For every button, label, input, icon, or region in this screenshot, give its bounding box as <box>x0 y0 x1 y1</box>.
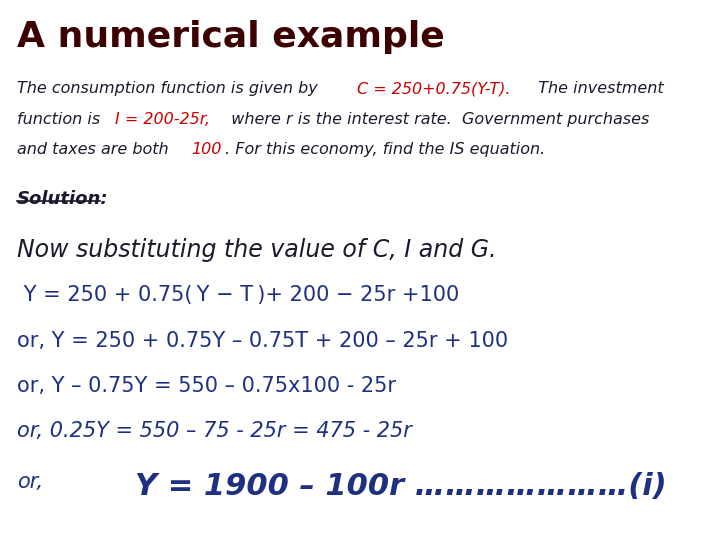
Text: Now substituting the value of C, I and G.: Now substituting the value of C, I and G… <box>17 238 496 261</box>
Text: or, Y = 250 + 0.75Y – 0.75T + 200 – 25r + 100: or, Y = 250 + 0.75Y – 0.75T + 200 – 25r … <box>17 330 508 350</box>
Text: . For this economy, find the IS equation.: . For this economy, find the IS equation… <box>225 142 545 157</box>
Text: Y = 1900 – 100r …………………(i): Y = 1900 – 100r …………………(i) <box>135 471 666 501</box>
Text: The consumption function is given by: The consumption function is given by <box>17 81 323 96</box>
Text: Solution:: Solution: <box>17 190 108 208</box>
Text: where r is the interest rate.  Government purchases: where r is the interest rate. Government… <box>220 112 649 126</box>
Text: The investment: The investment <box>528 81 663 96</box>
Text: A numerical example: A numerical example <box>17 20 444 54</box>
Text: or,: or, <box>17 471 42 491</box>
Text: I = 200-25r,: I = 200-25r, <box>115 112 210 126</box>
Text: C = 250+0.75(Y-T).: C = 250+0.75(Y-T). <box>357 81 510 96</box>
Text: or, Y – 0.75Y = 550 – 0.75x100 - 25r: or, Y – 0.75Y = 550 – 0.75x100 - 25r <box>17 376 395 396</box>
Text: function is: function is <box>17 112 105 126</box>
Text: or, 0.25Y = 550 – 75 - 25r = 475 - 25r: or, 0.25Y = 550 – 75 - 25r = 475 - 25r <box>17 421 411 441</box>
Text: Y = 250 + 0.75( Y − T )+ 200 − 25r +100: Y = 250 + 0.75( Y − T )+ 200 − 25r +100 <box>17 286 459 306</box>
Text: 100: 100 <box>191 142 221 157</box>
Text: and taxes are both: and taxes are both <box>17 142 174 157</box>
